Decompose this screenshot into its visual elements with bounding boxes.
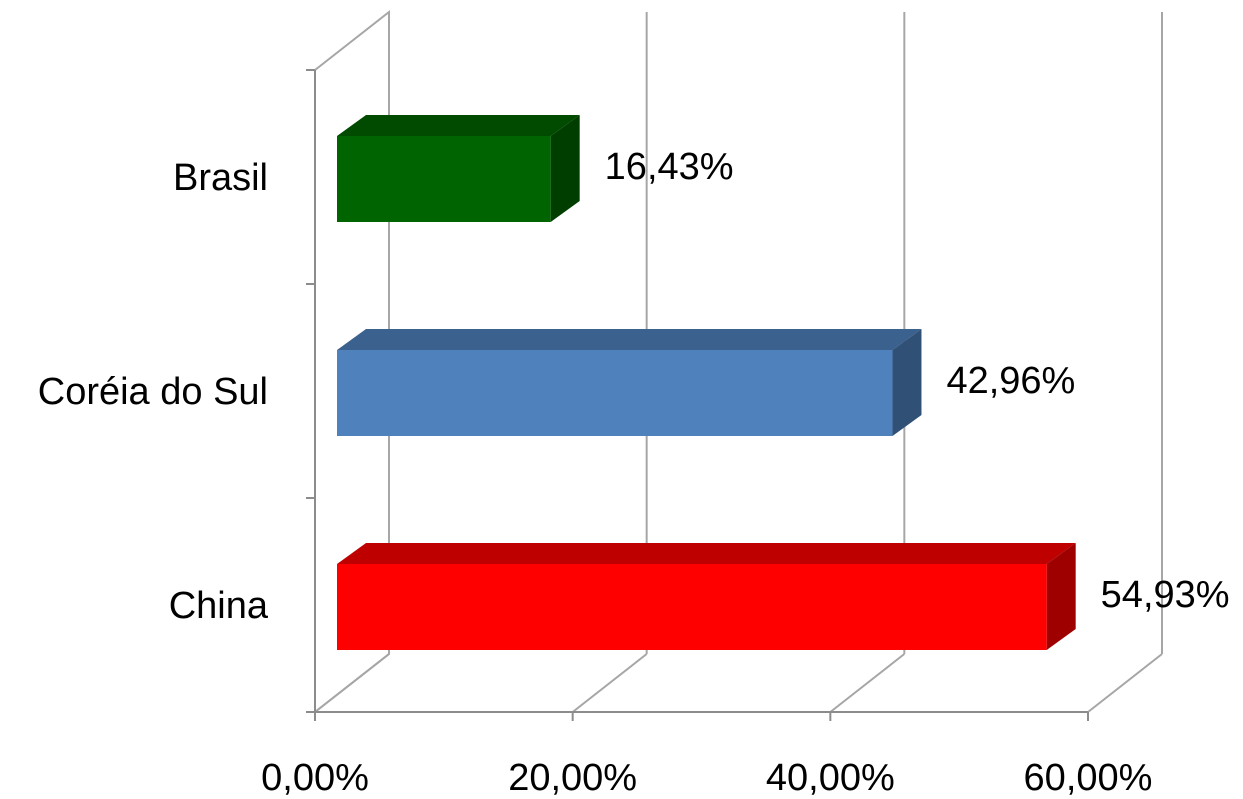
category-label: China [169, 585, 269, 627]
category-label: Coréia do Sul [38, 371, 268, 413]
bar-front-face [337, 350, 893, 436]
data-label: 54,93% [1101, 574, 1230, 616]
axes [306, 69, 1089, 721]
bar-side-face [1046, 543, 1076, 650]
value-tick-label: 0,00% [261, 757, 369, 799]
value-tick-label: 60,00% [1024, 757, 1153, 799]
data-label: 16,43% [605, 146, 734, 188]
gridline-floor [314, 653, 390, 713]
bar-top-face [337, 115, 580, 136]
bars [337, 115, 1076, 650]
bar [337, 329, 922, 436]
bar-side-face [550, 115, 580, 222]
bar-side-face [892, 329, 922, 436]
bar-top-face [337, 329, 922, 350]
bar-top-face [337, 543, 1076, 564]
value-tick-label: 20,00% [508, 757, 637, 799]
category-label: Brasil [173, 157, 268, 199]
bar-front-face [337, 564, 1047, 650]
gridline-floor [1087, 653, 1163, 713]
value-tick-label: 40,00% [766, 757, 895, 799]
labels: 0,00% 20,00% 40,00% 60,00% Brasil 16,43% Coréi… [38, 146, 1230, 799]
bar [337, 115, 580, 222]
bar-front-face [337, 136, 551, 222]
gridline-floor [572, 653, 648, 713]
gridline-floor [829, 653, 905, 713]
data-label: 42,96% [946, 360, 1075, 402]
bar [337, 543, 1076, 650]
